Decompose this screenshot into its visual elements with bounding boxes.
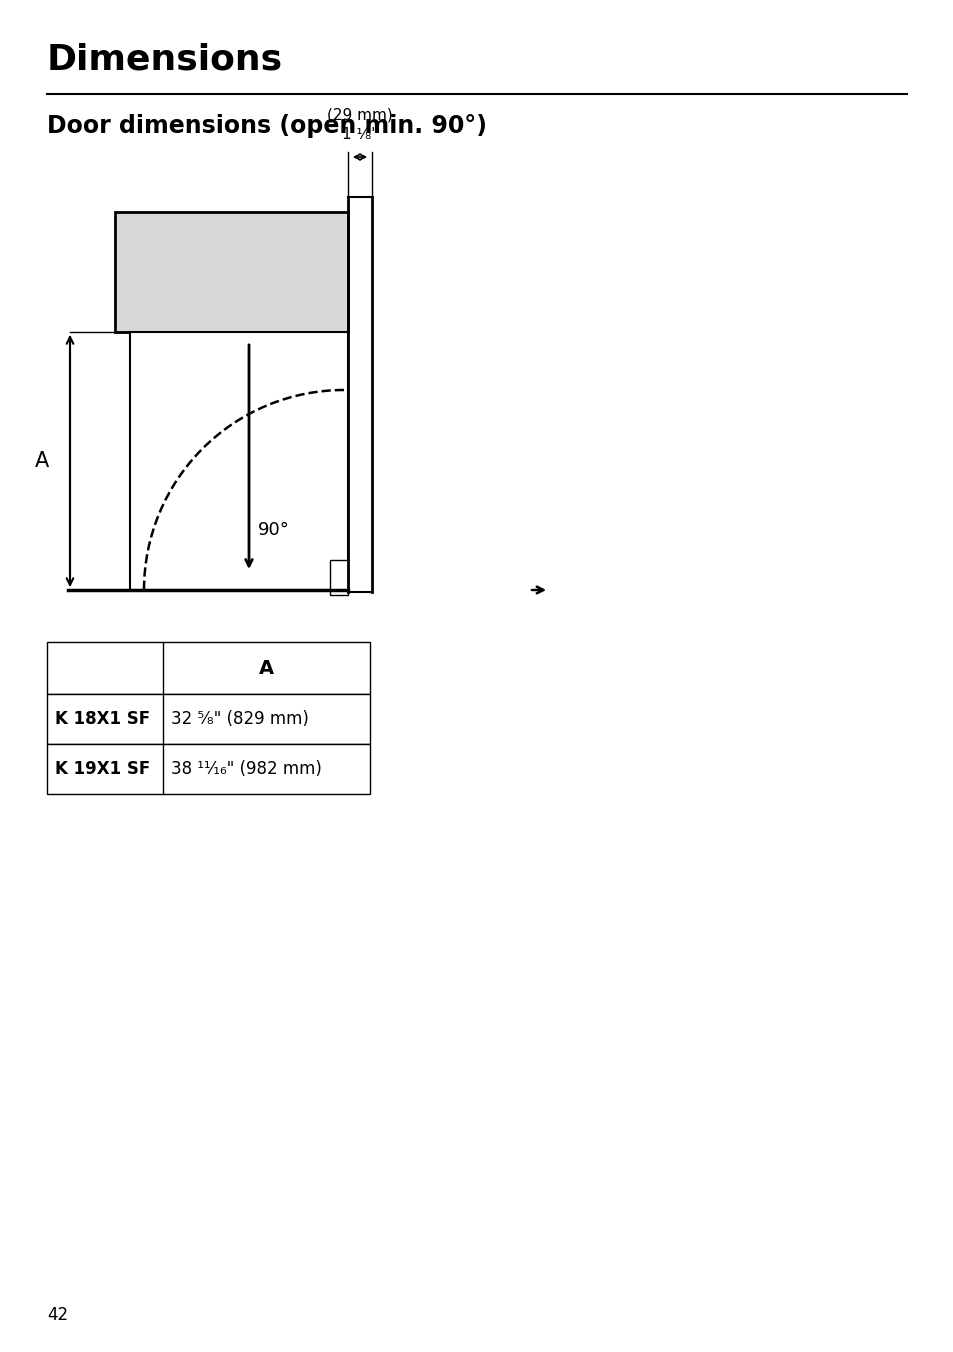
Text: Door dimensions (open min. 90°): Door dimensions (open min. 90°) (47, 114, 486, 138)
Text: K 19X1 SF: K 19X1 SF (55, 760, 150, 777)
Text: 38 ¹¹⁄₁₆" (982 mm): 38 ¹¹⁄₁₆" (982 mm) (171, 760, 321, 777)
Bar (115, 212, 348, 333)
Text: (29 mm): (29 mm) (327, 107, 393, 122)
Text: K 18X1 SF: K 18X1 SF (55, 710, 150, 727)
Text: 1 ¹⁄₈": 1 ¹⁄₈" (341, 127, 377, 142)
Bar (130, 333, 348, 589)
Bar (47, 694, 370, 744)
Text: 90°: 90° (258, 521, 290, 539)
Text: 32 ⁵⁄₈" (829 mm): 32 ⁵⁄₈" (829 mm) (171, 710, 309, 727)
Bar (47, 642, 370, 694)
Text: Dimensions: Dimensions (47, 42, 283, 76)
Text: A: A (258, 658, 274, 677)
Text: A: A (35, 452, 49, 470)
Text: 42: 42 (47, 1306, 68, 1324)
Bar (330, 560, 348, 595)
Bar (47, 744, 370, 794)
